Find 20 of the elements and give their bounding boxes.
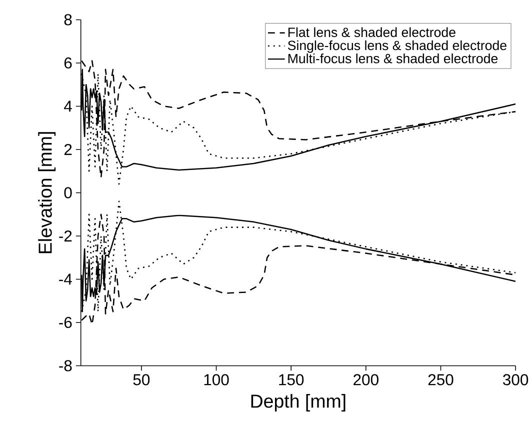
y-tick-label: 0 (64, 187, 72, 198)
y-tick-label: -6 (59, 317, 72, 328)
legend-label: Single-focus lens & shaded electrode (288, 40, 506, 53)
x-tick-label: 150 (279, 374, 304, 386)
legend-label: Flat lens & shaded electrode (288, 27, 456, 38)
x-tick-label: 50 (133, 374, 150, 386)
y-tick-label: 2 (64, 144, 72, 156)
x-tick-label: 300 (503, 374, 528, 386)
y-axis-title: Elevation [mm] (38, 132, 56, 254)
y-tick-label: 4 (64, 100, 72, 112)
y-tick-label: -2 (59, 230, 72, 242)
y-tick-label: -4 (59, 274, 72, 285)
x-axis-title: Depth [mm] (251, 394, 346, 412)
x-tick-label: 100 (204, 374, 229, 386)
y-tick-label: -8 (59, 360, 72, 372)
y-tick-label: 6 (64, 58, 72, 69)
x-tick-label: 200 (354, 374, 378, 386)
legend-label: Multi-focus lens & shaded electrode (288, 54, 498, 64)
y-tick-label: 8 (64, 14, 72, 26)
x-tick-label: 250 (428, 374, 454, 386)
